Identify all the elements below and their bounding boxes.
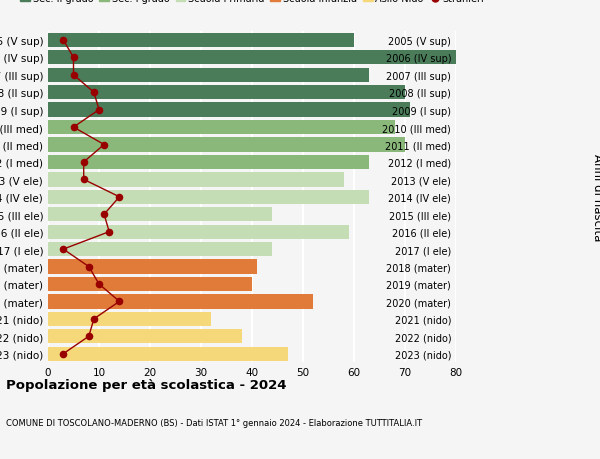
Point	[79, 159, 89, 166]
Point	[69, 55, 78, 62]
Point	[59, 246, 68, 253]
Point	[79, 176, 89, 184]
Bar	[48, 68, 370, 83]
Point	[115, 298, 124, 305]
Bar	[48, 121, 395, 135]
Bar	[48, 86, 405, 100]
Point	[59, 350, 68, 358]
Point	[59, 37, 68, 45]
Legend: Sec. II grado, Sec. I grado, Scuola Primaria, Scuola Infanzia, Asilo Nido, Stran: Sec. II grado, Sec. I grado, Scuola Prim…	[20, 0, 484, 4]
Bar	[48, 347, 288, 361]
Bar	[48, 34, 354, 48]
Text: Anni di nascita: Anni di nascita	[590, 154, 600, 241]
Bar	[48, 242, 272, 257]
Point	[89, 90, 99, 97]
Bar	[48, 138, 405, 152]
Bar	[48, 260, 257, 274]
Point	[100, 141, 109, 149]
Point	[104, 229, 114, 236]
Point	[94, 280, 104, 288]
Bar	[48, 173, 344, 187]
Bar	[48, 51, 456, 65]
Point	[84, 333, 94, 340]
Bar	[48, 330, 242, 344]
Bar	[48, 295, 313, 309]
Text: Popolazione per età scolastica - 2024: Popolazione per età scolastica - 2024	[6, 379, 287, 392]
Bar	[48, 190, 370, 205]
Bar	[48, 103, 410, 118]
Bar	[48, 312, 211, 326]
Point	[100, 211, 109, 218]
Bar	[48, 207, 272, 222]
Point	[84, 263, 94, 271]
Point	[69, 124, 78, 131]
Text: COMUNE DI TOSCOLANO-MADERNO (BS) - Dati ISTAT 1° gennaio 2024 - Elaborazione TUT: COMUNE DI TOSCOLANO-MADERNO (BS) - Dati …	[6, 418, 422, 427]
Point	[94, 107, 104, 114]
Point	[69, 72, 78, 79]
Point	[89, 315, 99, 323]
Bar	[48, 225, 349, 239]
Point	[115, 194, 124, 201]
Bar	[48, 277, 252, 291]
Bar	[48, 156, 370, 170]
